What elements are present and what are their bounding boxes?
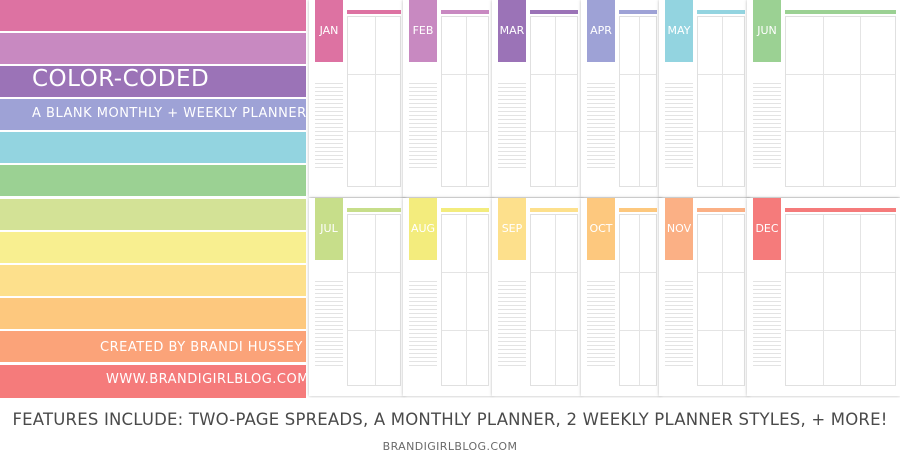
planner-title: COLOR-CODED [32, 66, 210, 92]
color-stripe [0, 232, 306, 263]
calendar-grid [347, 16, 401, 187]
calendar-grid [619, 16, 657, 187]
site-name: BRANDIGIRLBLOG.COM [382, 440, 518, 453]
month-page: JAN [309, 0, 405, 197]
color-stripe [0, 365, 306, 398]
notes-lines [498, 80, 526, 168]
color-stripe [0, 199, 306, 230]
calendar-grid [441, 214, 489, 386]
color-stripe [0, 298, 306, 329]
month-tab: FEB [409, 0, 437, 62]
author-credit: CREATED BY BRANDI HUSSEY [100, 340, 303, 355]
notes-lines [753, 278, 781, 366]
calendar-grid [785, 16, 896, 187]
month-page: NOV [659, 198, 749, 396]
month-tab: SEP [498, 198, 526, 260]
color-stripe [0, 66, 306, 97]
color-stripe [0, 132, 306, 163]
month-page: JUN [747, 0, 900, 197]
month-tab: JUL [315, 198, 343, 260]
notes-lines [315, 278, 343, 366]
month-tab: OCT [587, 198, 615, 260]
calendar-grid [619, 214, 657, 386]
header-bar [530, 10, 578, 14]
color-stripe [0, 265, 306, 296]
notes-lines [753, 80, 781, 168]
notes-lines [409, 80, 437, 168]
features-text: FEATURES INCLUDE: TWO-PAGE SPREADS, A MO… [12, 410, 888, 429]
header-bar [619, 10, 657, 14]
color-stripe [0, 33, 306, 64]
notes-lines [665, 80, 693, 168]
month-page: DEC [747, 198, 900, 396]
month-tab: JUN [753, 0, 781, 62]
calendar-grid [347, 214, 401, 386]
calendar-grid [697, 16, 745, 187]
month-page: MAY [659, 0, 749, 197]
header-bar [697, 10, 745, 14]
header-bar [530, 208, 578, 212]
color-stripe [0, 99, 306, 130]
notes-lines [587, 80, 615, 168]
month-tab: JAN [315, 0, 343, 62]
notes-lines [409, 278, 437, 366]
month-tab: AUG [409, 198, 437, 260]
month-tab: MAY [665, 0, 693, 62]
month-page: FEB [403, 0, 493, 197]
header-bar [441, 10, 489, 14]
calendar-grid [530, 16, 578, 187]
header-bar [785, 208, 896, 212]
calendar-grid [697, 214, 745, 386]
month-tab: NOV [665, 198, 693, 260]
month-page: JUL [309, 198, 405, 396]
header-bar [347, 10, 401, 14]
month-page: OCT [581, 198, 661, 396]
color-stripe [0, 165, 306, 196]
month-page: MAR [492, 0, 582, 197]
month-tab: APR [587, 0, 615, 62]
header-bar [619, 208, 657, 212]
planner-subtitle: A BLANK MONTHLY + WEEKLY PLANNER [32, 106, 307, 121]
month-page: AUG [403, 198, 493, 396]
header-bar [347, 208, 401, 212]
notes-lines [498, 278, 526, 366]
calendar-grid [530, 214, 578, 386]
header-bar [697, 208, 745, 212]
notes-lines [315, 80, 343, 168]
color-stripe [0, 331, 306, 362]
color-stripe [0, 0, 306, 31]
month-page: SEP [492, 198, 582, 396]
stripe-panel: COLOR-CODED A BLANK MONTHLY + WEEKLY PLA… [0, 0, 309, 398]
author-url: WWW.BRANDIGIRLBLOG.COM [106, 372, 309, 387]
notes-lines [665, 278, 693, 366]
features-banner: FEATURES INCLUDE: TWO-PAGE SPREADS, A MO… [0, 398, 900, 474]
calendar-grid [441, 16, 489, 187]
month-tab: DEC [753, 198, 781, 260]
calendar-grid [785, 214, 896, 386]
header-bar [441, 208, 489, 212]
month-page: APR [581, 0, 661, 197]
header-bar [785, 10, 896, 14]
notes-lines [587, 278, 615, 366]
month-tab: MAR [498, 0, 526, 62]
